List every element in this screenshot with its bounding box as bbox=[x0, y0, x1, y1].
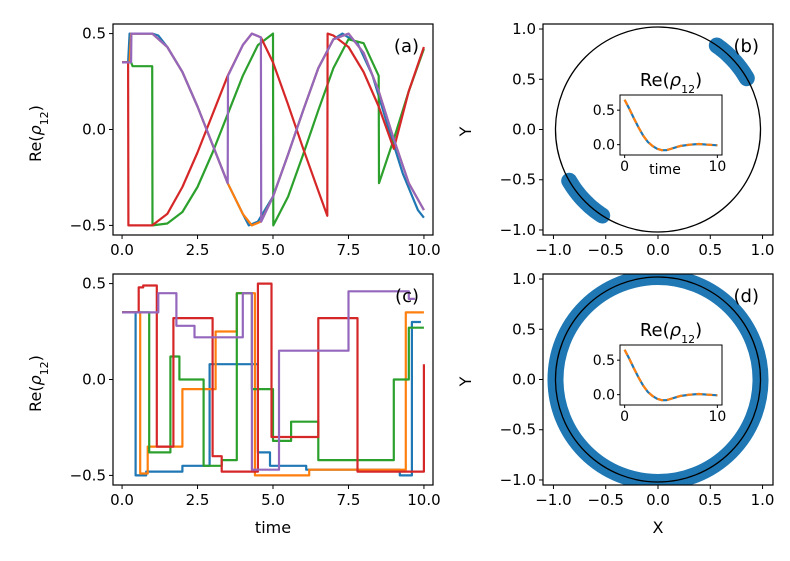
y-tick-label: −0.5 bbox=[70, 466, 106, 484]
y-axis-label: Y bbox=[456, 376, 475, 387]
x-tick-label: 0.0 bbox=[110, 491, 134, 509]
series-line-4 bbox=[122, 32, 425, 227]
x-tick-label: 2.5 bbox=[186, 491, 210, 509]
inset-series-average bbox=[623, 349, 718, 402]
y-tick-label: 0.5 bbox=[512, 320, 536, 338]
x-tick-label: 0.0 bbox=[646, 241, 670, 259]
inset-title-sub: 12 bbox=[681, 333, 695, 346]
inset-title-text: Re( bbox=[640, 320, 670, 341]
x-tick-label: −0.5 bbox=[588, 241, 624, 259]
inset-title-sub: 12 bbox=[681, 83, 695, 96]
inset-title-greek: ρ bbox=[670, 70, 682, 91]
panel-label: (d) bbox=[734, 286, 759, 307]
inset-x-tick-label: 10 bbox=[708, 409, 726, 425]
panel-d: −1.0 −0.5 0.0 0.5 1.0 −1.0 −0.5 0.0 0.5 1.0 (d) Y X 0… bbox=[456, 270, 774, 537]
x-tick-label: 2.5 bbox=[186, 241, 210, 259]
inset-x-axis-label: time bbox=[649, 162, 681, 178]
inset-y-tick-label: 0.5 bbox=[593, 353, 615, 369]
x-tick-label: 0.0 bbox=[646, 491, 670, 509]
x-tick-label: 7.5 bbox=[337, 491, 361, 509]
inset-title: Re(ρ12) bbox=[640, 320, 702, 346]
panel-b: −1.0 −0.5 0.0 0.5 1.0 −1.0 −0.5 0.0 0.5 1.0 (b) Y 0 1… bbox=[456, 20, 774, 259]
inset-y-tick-label: 0.0 bbox=[593, 388, 615, 404]
x-axis-label: X bbox=[653, 518, 664, 537]
x-tick-label: 7.5 bbox=[337, 241, 361, 259]
inset: 0 10 0.0 0.5 Re(ρ12) bbox=[593, 320, 727, 425]
y-tick-label: −0.5 bbox=[70, 216, 106, 234]
plot-area bbox=[122, 32, 425, 227]
panel-label: (a) bbox=[394, 36, 419, 57]
y-tick-label: 0.5 bbox=[512, 70, 536, 88]
y-tick-label: −0.5 bbox=[500, 171, 536, 189]
series-line-3 bbox=[122, 292, 424, 467]
y-axis-label-greek: ρ bbox=[26, 375, 45, 385]
series-line-5 bbox=[122, 32, 425, 223]
y-tick-label: −1.0 bbox=[500, 221, 536, 239]
series-line-5 bbox=[122, 290, 415, 471]
x-tick-label: 10.0 bbox=[407, 241, 440, 259]
x-tick-label: 1.0 bbox=[751, 491, 775, 509]
y-axis-label: Y bbox=[456, 126, 475, 137]
y-axis-label-greek: ρ bbox=[26, 125, 45, 135]
y-axis-label-text: Re( bbox=[26, 385, 45, 411]
series-line-4 bbox=[122, 282, 425, 473]
x-tick-label: 0.0 bbox=[110, 241, 134, 259]
x-axis-label: time bbox=[255, 518, 291, 537]
panel-label: (c) bbox=[395, 286, 419, 307]
y-tick-label: 0.5 bbox=[82, 275, 106, 293]
inset-x-tick-label: 0 bbox=[620, 409, 629, 425]
x-tick-label: −0.5 bbox=[588, 491, 624, 509]
y-axis-label-sub: 12 bbox=[38, 111, 51, 125]
x-tick-label: 5.0 bbox=[261, 491, 285, 509]
y-tick-label: 0.0 bbox=[512, 121, 536, 139]
panel-c: 0.0 2.5 5.0 7.5 10.0−0.50.00.5(c)Re(ρ12)time bbox=[26, 273, 441, 537]
plot-area bbox=[122, 282, 425, 477]
inset-y-tick-label: 0.5 bbox=[593, 103, 615, 119]
plot-area bbox=[554, 26, 762, 233]
inset-title-text: Re( bbox=[640, 70, 670, 91]
y-axis-label-sub: 12 bbox=[38, 361, 51, 375]
inset-bg bbox=[620, 345, 722, 405]
inset-y-tick-label: 0.0 bbox=[593, 138, 615, 154]
inset-title-greek: ρ bbox=[670, 320, 682, 341]
inset-bg bbox=[620, 95, 722, 155]
inset-title-close: ) bbox=[695, 320, 702, 341]
x-tick-label: −1.0 bbox=[535, 241, 571, 259]
panel-label: (b) bbox=[734, 36, 759, 57]
x-tick-label: 0.5 bbox=[698, 491, 722, 509]
y-axis-label-close: ) bbox=[26, 355, 45, 361]
x-tick-label: 5.0 bbox=[261, 241, 285, 259]
y-axis-label: Re(ρ12) bbox=[26, 355, 51, 412]
inset-frame bbox=[619, 344, 723, 406]
inset-title-close: ) bbox=[695, 70, 702, 91]
x-tick-label: 10.0 bbox=[407, 491, 440, 509]
inset-frame bbox=[619, 94, 723, 156]
plot-area bbox=[547, 274, 769, 485]
trajectory-arc-2 bbox=[561, 172, 611, 224]
x-tick-label: 1.0 bbox=[751, 241, 775, 259]
panel-a: 0.0 2.5 5.0 7.5 10.0−0.50.00.5(a)Re(ρ12) bbox=[26, 23, 441, 259]
y-axis-label: Re(ρ12) bbox=[26, 105, 51, 162]
inset-x-tick-label: 10 bbox=[708, 159, 726, 175]
inset-series-average bbox=[623, 99, 718, 152]
unit-circle bbox=[554, 276, 762, 483]
unit-circle bbox=[554, 26, 762, 233]
y-tick-label: 1.0 bbox=[512, 270, 536, 288]
y-tick-label: −1.0 bbox=[500, 471, 536, 489]
y-axis-label-text: Re( bbox=[26, 135, 45, 161]
y-tick-label: 1.0 bbox=[512, 20, 536, 38]
x-tick-label: −1.0 bbox=[535, 491, 571, 509]
inset-title: Re(ρ12) bbox=[640, 70, 702, 96]
x-tick-label: 0.5 bbox=[698, 241, 722, 259]
inset-x-tick-label: 0 bbox=[620, 159, 629, 175]
y-tick-label: 0.0 bbox=[512, 371, 536, 389]
inset: 0 10 0.0 0.5 Re(ρ12) time bbox=[593, 70, 727, 178]
y-tick-label: −0.5 bbox=[500, 421, 536, 439]
y-tick-label: 0.5 bbox=[82, 25, 106, 43]
y-tick-label: 0.0 bbox=[82, 121, 106, 139]
series-line-2 bbox=[122, 292, 424, 477]
y-tick-label: 0.0 bbox=[82, 371, 106, 389]
y-axis-label-close: ) bbox=[26, 105, 45, 111]
